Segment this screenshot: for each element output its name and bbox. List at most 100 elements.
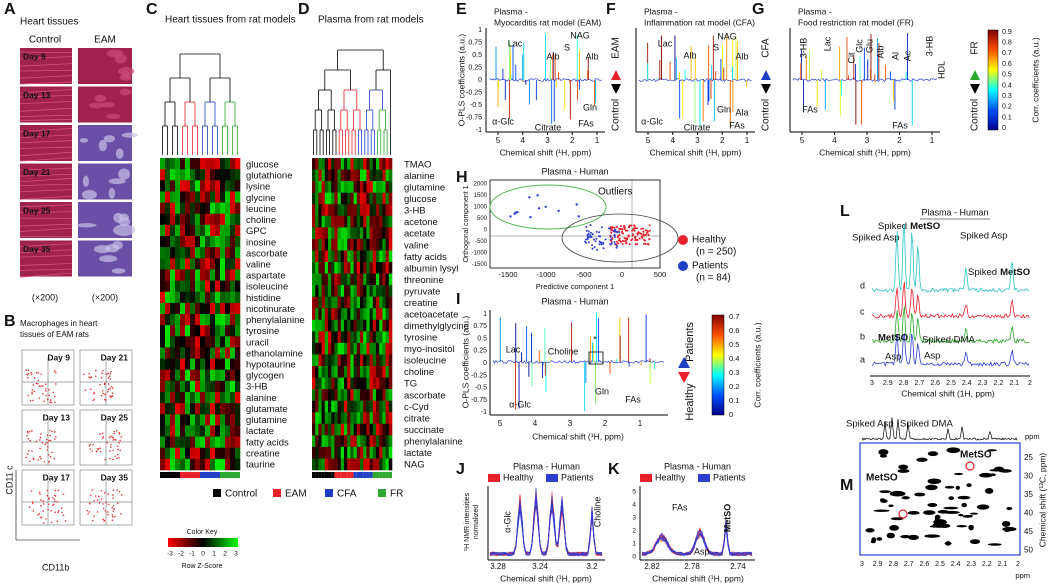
metabolite: taurine — [246, 460, 275, 471]
event — [86, 509, 89, 512]
event — [54, 500, 56, 503]
heat-cell — [337, 354, 342, 367]
heat-cell — [360, 296, 364, 309]
x-tick-label: 2 — [720, 136, 725, 145]
heat-cell — [328, 423, 332, 436]
group-bar — [220, 472, 225, 478]
heat-cell — [230, 358, 236, 371]
event — [32, 510, 35, 512]
event — [46, 442, 48, 444]
heat-cell — [388, 366, 393, 378]
peak-label: Lac — [658, 38, 673, 48]
hsqc-peak — [880, 499, 888, 503]
event — [48, 439, 50, 442]
heat-cell — [334, 446, 338, 459]
heat-cell — [328, 227, 332, 240]
heat-cell — [235, 169, 241, 181]
heat-cell — [379, 366, 383, 378]
heat-cell — [190, 247, 196, 259]
event — [110, 385, 113, 388]
heat-cell — [321, 273, 326, 286]
heat-cell — [388, 319, 393, 332]
event — [27, 431, 29, 434]
score-point — [647, 230, 650, 233]
y-tick-label: 40 — [1024, 509, 1033, 518]
heat-cell — [321, 319, 326, 332]
fiber — [19, 177, 73, 183]
score-point — [628, 243, 631, 246]
event — [101, 437, 104, 439]
heat-cell — [205, 247, 211, 259]
event — [42, 510, 44, 512]
heat-cell — [318, 181, 322, 193]
group-bar — [331, 472, 335, 478]
event — [35, 440, 38, 443]
heat-cell — [312, 262, 316, 274]
score-point — [600, 241, 603, 244]
hsqc-peak — [879, 454, 888, 458]
heat-cell — [372, 435, 377, 448]
heat-cell — [180, 280, 186, 293]
event — [27, 394, 30, 397]
heat-cell — [385, 354, 390, 367]
heat-cell — [382, 181, 386, 193]
legend-swatch — [488, 474, 500, 482]
fiber — [19, 89, 73, 94]
annotation: Spiked — [878, 221, 907, 232]
heat-cell — [324, 204, 329, 217]
heat-cell — [353, 273, 358, 286]
heat-cell — [369, 273, 374, 286]
heat-cell — [318, 296, 322, 309]
heat-cell — [190, 358, 196, 371]
heat-cell — [165, 369, 171, 382]
event — [120, 436, 123, 438]
metabolite: lysine — [246, 182, 270, 193]
group-bar — [356, 472, 360, 478]
metabolite: myo-inositol — [404, 344, 455, 355]
heat-cell — [337, 181, 342, 193]
heat-cell — [388, 169, 393, 182]
event — [88, 444, 91, 447]
group-bar — [215, 472, 220, 478]
event — [105, 399, 107, 401]
y-tick-label: 1500 — [474, 193, 488, 199]
heat-cell — [376, 158, 380, 170]
heat-cell — [356, 169, 361, 182]
x-tick-label: 2.7 — [904, 561, 914, 568]
annotation: MetSO — [960, 450, 992, 461]
heat-cell — [312, 250, 316, 263]
outlier-point — [516, 210, 519, 214]
event — [103, 382, 106, 385]
score-point — [589, 234, 592, 237]
heat-cell — [334, 412, 338, 425]
heat-cell — [220, 202, 226, 215]
panel-letter: L — [840, 203, 850, 220]
group-bar — [160, 472, 165, 478]
day-label: Day 25 — [101, 412, 129, 422]
heat-cell — [210, 392, 216, 404]
heat-cell — [315, 331, 319, 344]
x-tick-label: 2.2 — [994, 380, 1004, 387]
heat-cell — [225, 336, 231, 348]
legend-swatch — [640, 474, 652, 482]
heat-cell — [376, 273, 380, 286]
heat-cell — [170, 202, 176, 215]
event — [41, 441, 44, 444]
heat-cell — [353, 400, 358, 413]
heat-cell — [205, 169, 211, 181]
heat-cell — [379, 273, 383, 286]
heat-cell — [318, 366, 322, 378]
event — [28, 460, 31, 463]
heat-cell — [379, 227, 383, 240]
y-tick-label: -1000 — [472, 251, 488, 257]
event — [53, 498, 56, 500]
heat-cell — [347, 354, 351, 367]
event — [100, 394, 103, 397]
heat-cell — [356, 342, 361, 355]
heat-cell — [388, 273, 393, 286]
heat-cell — [376, 238, 380, 251]
heat-cell — [353, 342, 358, 355]
heat-cell — [190, 202, 196, 215]
heat-cell — [180, 347, 186, 359]
event — [95, 369, 97, 372]
